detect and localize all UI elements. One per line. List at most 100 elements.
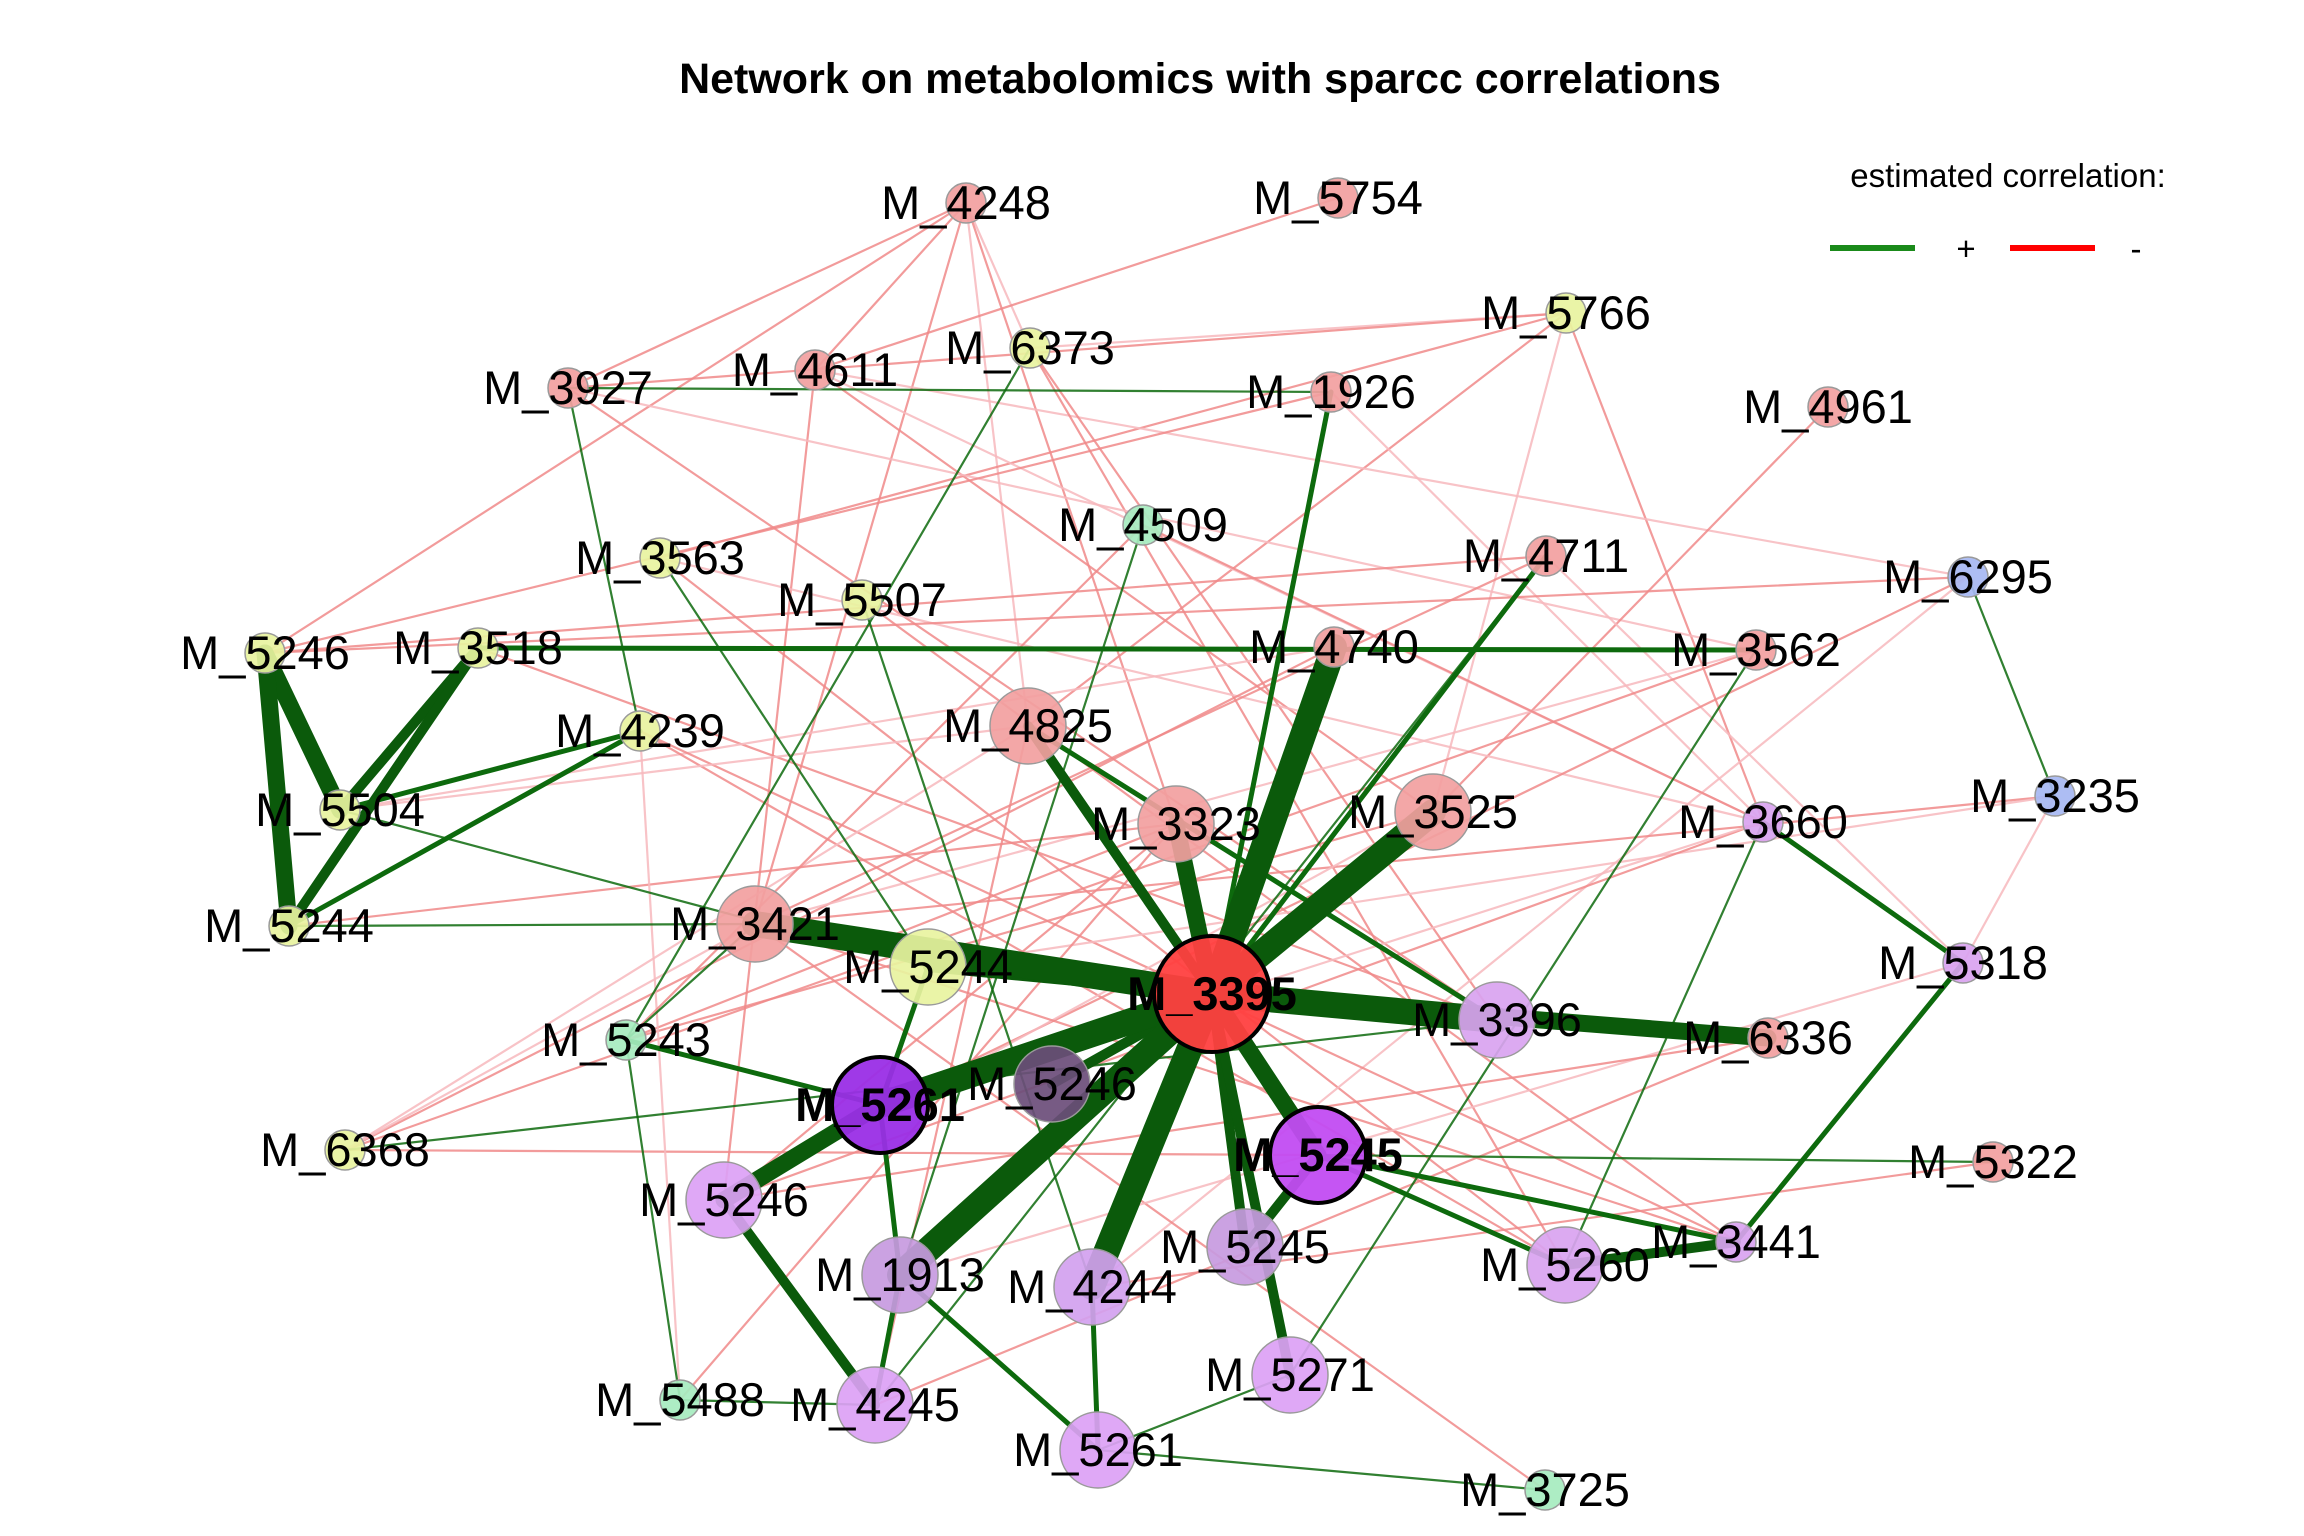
node-label: M_6373: [945, 321, 1115, 374]
node-circle: [1545, 292, 1587, 334]
network-node[interactable]: M_5260: [1480, 1226, 1650, 1304]
node-circle: [1747, 1017, 1789, 1059]
positive-edge: [719, 1195, 880, 1410]
negative-edge: [813, 196, 1340, 372]
node-circle: [1137, 785, 1215, 863]
negative-edge: [343, 1148, 1320, 1157]
network-node[interactable]: M_3395: [1127, 934, 1297, 1054]
node-label: M_5260: [1480, 1238, 1650, 1291]
network-node[interactable]: M_5318: [1878, 936, 2048, 989]
network-node[interactable]: M_4244: [1007, 1248, 1177, 1326]
node-label: M_5318: [1878, 936, 2048, 989]
network-node[interactable]: M_6373: [945, 321, 1115, 374]
network-node[interactable]: M_4961: [1743, 380, 1913, 433]
node-circle: [1972, 1141, 2014, 1183]
network-node[interactable]: M_5246: [967, 1045, 1137, 1123]
node-circle: [1009, 327, 1051, 369]
node-circle: [1942, 942, 1984, 984]
network-node[interactable]: M_4611: [732, 343, 898, 396]
network-node[interactable]: M_6336: [1683, 1011, 1853, 1064]
network-node[interactable]: M_5271: [1205, 1336, 1375, 1414]
network-node[interactable]: M_1926: [1246, 365, 1416, 418]
network-node[interactable]: M_5244: [843, 928, 1013, 1006]
network-node[interactable]: M_6295: [1883, 550, 2053, 603]
negative-edge: [1961, 794, 2057, 965]
network-node[interactable]: M_3927: [483, 361, 653, 414]
node-circle: [945, 182, 987, 224]
network-node[interactable]: M_3396: [1412, 981, 1582, 1059]
network-node[interactable]: M_4740: [1249, 620, 1419, 673]
node-label: M_5243: [541, 1013, 711, 1066]
node-label: M_3927: [483, 361, 653, 414]
network-node[interactable]: M_4239: [555, 704, 725, 757]
node-circle: [889, 928, 967, 1006]
negative-edge: [658, 311, 1568, 560]
network-node[interactable]: M_4825: [943, 687, 1113, 765]
network-node[interactable]: M_5261: [1013, 1411, 1183, 1489]
node-circle: [1268, 1105, 1368, 1205]
network-node[interactable]: M_5766: [1481, 286, 1651, 339]
negative-edge: [926, 794, 2057, 969]
positive-edge: [256, 644, 349, 819]
negative-edge: [964, 201, 1178, 826]
node-circle: [244, 632, 286, 674]
network-node[interactable]: M_3525: [1348, 773, 1518, 851]
positive-edge: [897, 1272, 1101, 1453]
network-node[interactable]: M_5243: [541, 1013, 711, 1066]
node-label: M_3421: [670, 897, 840, 950]
network-node[interactable]: M_5245: [1233, 1105, 1403, 1205]
node-label: M_3395: [1127, 967, 1297, 1020]
negative-edge: [1544, 554, 1965, 965]
network-node[interactable]: M_3441: [1651, 1215, 1821, 1268]
negative-edge: [873, 1036, 1770, 1407]
node-label: M_3396: [1412, 993, 1582, 1046]
negative-edge: [343, 645, 1336, 1152]
node-label: M_5488: [595, 1373, 765, 1426]
node-circle: [836, 1366, 914, 1444]
network-node[interactable]: M_4245: [790, 1366, 960, 1444]
network-node[interactable]: M_5245: [1160, 1208, 1330, 1286]
node-label: M_3725: [1460, 1463, 1630, 1516]
node-circle: [457, 627, 499, 669]
network-node[interactable]: M_5754: [1253, 171, 1423, 224]
node-label: M_3563: [575, 531, 745, 584]
network-node[interactable]: M_3421: [670, 885, 840, 963]
network-node[interactable]: M_5507: [777, 573, 947, 626]
positive-edge: [286, 728, 643, 929]
positive-edge: [1733, 960, 1966, 1245]
network-node[interactable]: M_4711: [1463, 529, 1629, 582]
network-node[interactable]: M_5246: [639, 1161, 809, 1239]
network-node[interactable]: M_3518: [393, 621, 563, 674]
network-node[interactable]: M_5244: [204, 899, 374, 952]
network-node[interactable]: M_3235: [1970, 769, 2140, 822]
negative-edge: [638, 729, 682, 1402]
negative-edge: [753, 922, 1547, 1492]
network-node[interactable]: M_3562: [1671, 623, 1841, 676]
network-node[interactable]: M_5322: [1908, 1135, 2078, 1188]
node-circle: [1013, 1045, 1091, 1123]
positive-edge: [658, 556, 930, 969]
network-node[interactable]: M_4248: [881, 176, 1051, 229]
network-node[interactable]: M_4509: [1058, 498, 1228, 551]
negative-edge: [1028, 346, 1567, 1267]
node-label: M_4825: [943, 699, 1113, 752]
network-node[interactable]: M_3725: [1460, 1463, 1630, 1516]
network-node[interactable]: M_3323: [1091, 785, 1261, 863]
network-node[interactable]: M_3660: [1678, 795, 1848, 848]
network-node[interactable]: M_1913: [815, 1236, 985, 1314]
node-label: M_4711: [1463, 529, 1629, 582]
node-circle: [1524, 1469, 1566, 1511]
negative-edge: [566, 311, 1568, 390]
network-node[interactable]: M_5261: [795, 1055, 965, 1155]
node-label: M_1913: [815, 1248, 985, 1301]
network-node[interactable]: M_5504: [255, 783, 425, 836]
negative-edge: [1431, 405, 1830, 814]
node-circle: [1525, 535, 1567, 577]
network-node[interactable]: M_3563: [575, 531, 745, 584]
node-circle: [841, 579, 883, 621]
network-node[interactable]: M_6368: [260, 1123, 430, 1176]
network-node[interactable]: M_5246: [180, 626, 350, 679]
node-label: M_5754: [1253, 171, 1423, 224]
network-node[interactable]: M_5488: [595, 1373, 765, 1426]
positive-edge: [566, 386, 1333, 394]
